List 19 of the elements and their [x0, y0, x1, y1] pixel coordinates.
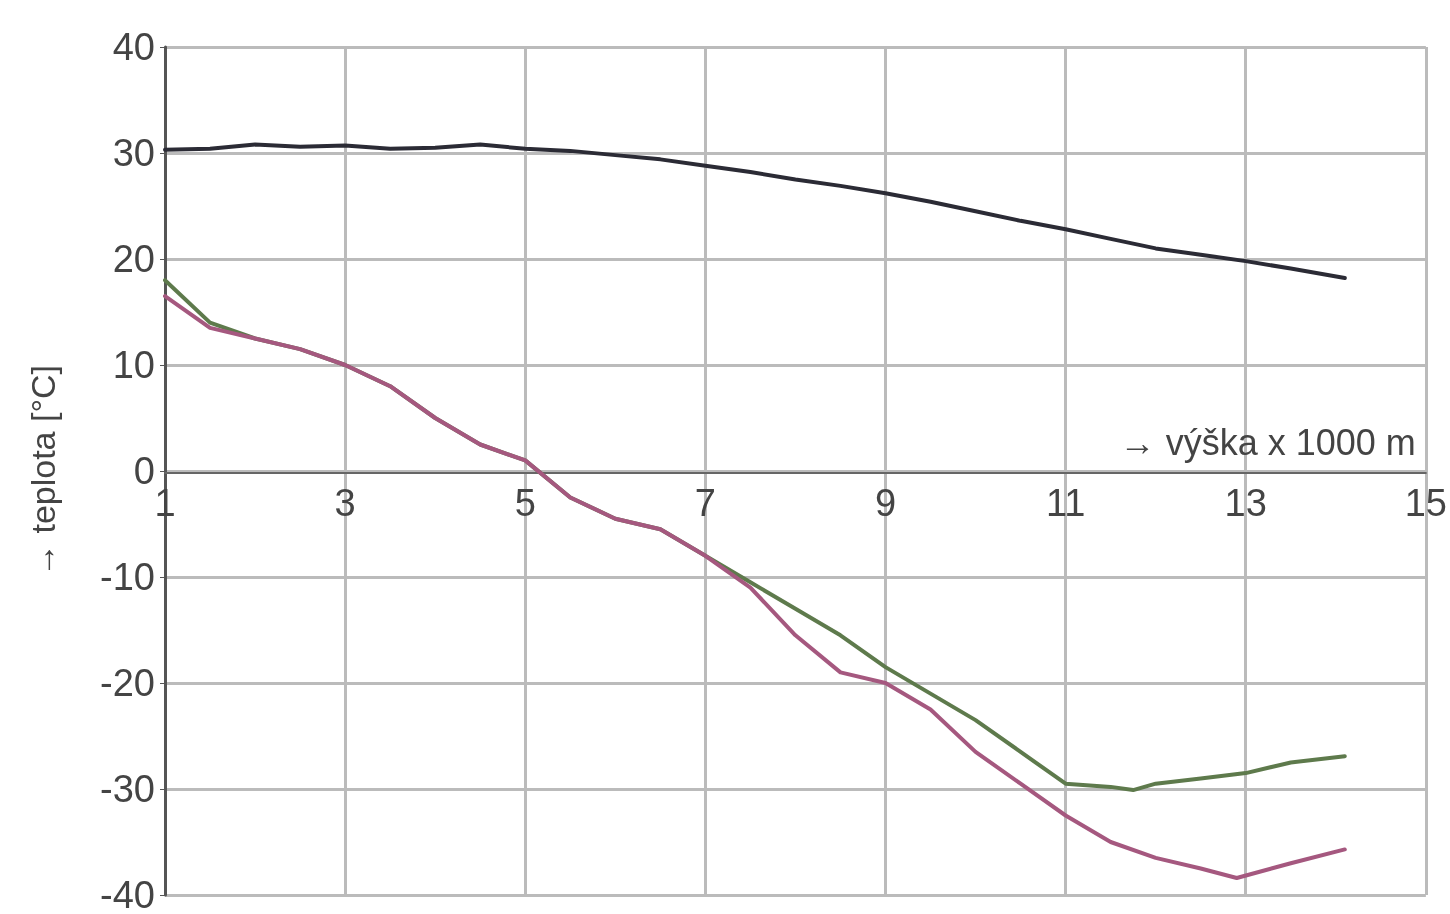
y-tick-label: 0	[133, 450, 155, 492]
y-tick-label: 40	[112, 26, 155, 68]
x-tick-label: 11	[1045, 481, 1086, 524]
y-tick-label: 30	[112, 132, 155, 174]
x-tick-label: 13	[1224, 481, 1267, 524]
y-tick-label: 20	[112, 238, 155, 280]
y-tick-label: -40	[100, 874, 155, 914]
y-tick-label: -10	[100, 556, 155, 598]
y-tick-label: -20	[100, 662, 155, 704]
y-tick-label: 10	[112, 344, 155, 386]
x-tick-label: 3	[334, 481, 356, 524]
x-tick-label: 15	[1404, 481, 1448, 524]
y-axis-title: → teplota [°C]	[24, 364, 62, 578]
line-series	[163, 142, 1347, 281]
x-tick-label: 9	[874, 481, 897, 524]
x-axis-title: → výška x 1000 m	[1119, 422, 1416, 463]
x-tick-label: 5	[514, 481, 536, 524]
x-tick-label: 7	[694, 481, 716, 524]
y-tick-label: -30	[100, 768, 155, 810]
